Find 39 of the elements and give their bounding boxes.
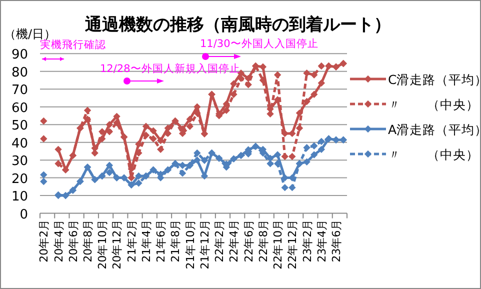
x-tick-label: 20年12月 — [110, 219, 124, 270]
x-tick-label: 21年10月 — [184, 219, 197, 270]
x-tick-label: 22年6月 — [242, 219, 256, 262]
x-tick-label: 22年2月 — [213, 219, 226, 262]
y-tick-label: 50 — [11, 118, 28, 134]
y-tick-label: 0 — [20, 207, 28, 222]
x-tick-label: 21年12月 — [198, 219, 212, 270]
x-tick-label: 23年6月 — [330, 219, 344, 262]
y-tick-label: 20 — [11, 172, 28, 187]
chart-title: 通過機数の推移（南風時の到着ルート） — [84, 15, 391, 35]
x-tick-label: 20年2月 — [38, 219, 51, 262]
y-tick-label: 70 — [11, 83, 28, 98]
x-tick-label: 23年4月 — [315, 219, 328, 262]
y-tick-label: 90 — [11, 48, 28, 63]
y-tick-label: 80 — [11, 65, 28, 80]
x-tick-label: 21年2月 — [125, 219, 138, 262]
y-tick-label: 10 — [11, 190, 28, 205]
legend-label: C滑走路（平均） — [388, 72, 481, 87]
x-tick-label: 20年6月 — [66, 219, 80, 262]
text: 11/30〜外国人入国停止 — [200, 37, 318, 50]
y-tick-label: 40 — [11, 136, 28, 152]
x-tick-label: 23年2月 — [300, 219, 314, 262]
x-tick-label: 21年8月 — [169, 219, 182, 262]
x-tick-label: 20年10月 — [96, 219, 110, 270]
legend-label: 〃 （中央） — [388, 97, 479, 112]
x-tick-label: 21年4月 — [140, 219, 153, 262]
legend-label: A滑走路（平均） — [388, 122, 481, 137]
y-tick-label: 30 — [11, 154, 28, 170]
x-tick-label: 22年8月 — [256, 219, 270, 262]
x-tick-label: 22年12月 — [286, 219, 300, 270]
x-tick-label: 22年4月 — [228, 219, 241, 262]
y-tick-label: 60 — [11, 100, 28, 116]
x-tick-label: 20年8月 — [82, 219, 95, 262]
text: 実機飛行確認 — [40, 38, 106, 51]
legend-label: 〃 （中央） — [388, 147, 479, 162]
x-tick-label: 20年4月 — [52, 219, 66, 262]
annotation: 12/28〜外国人新規入国停止 — [100, 62, 240, 75]
x-tick-label: 22年10月 — [272, 219, 285, 270]
x-tick-label: 21年6月 — [154, 219, 168, 262]
